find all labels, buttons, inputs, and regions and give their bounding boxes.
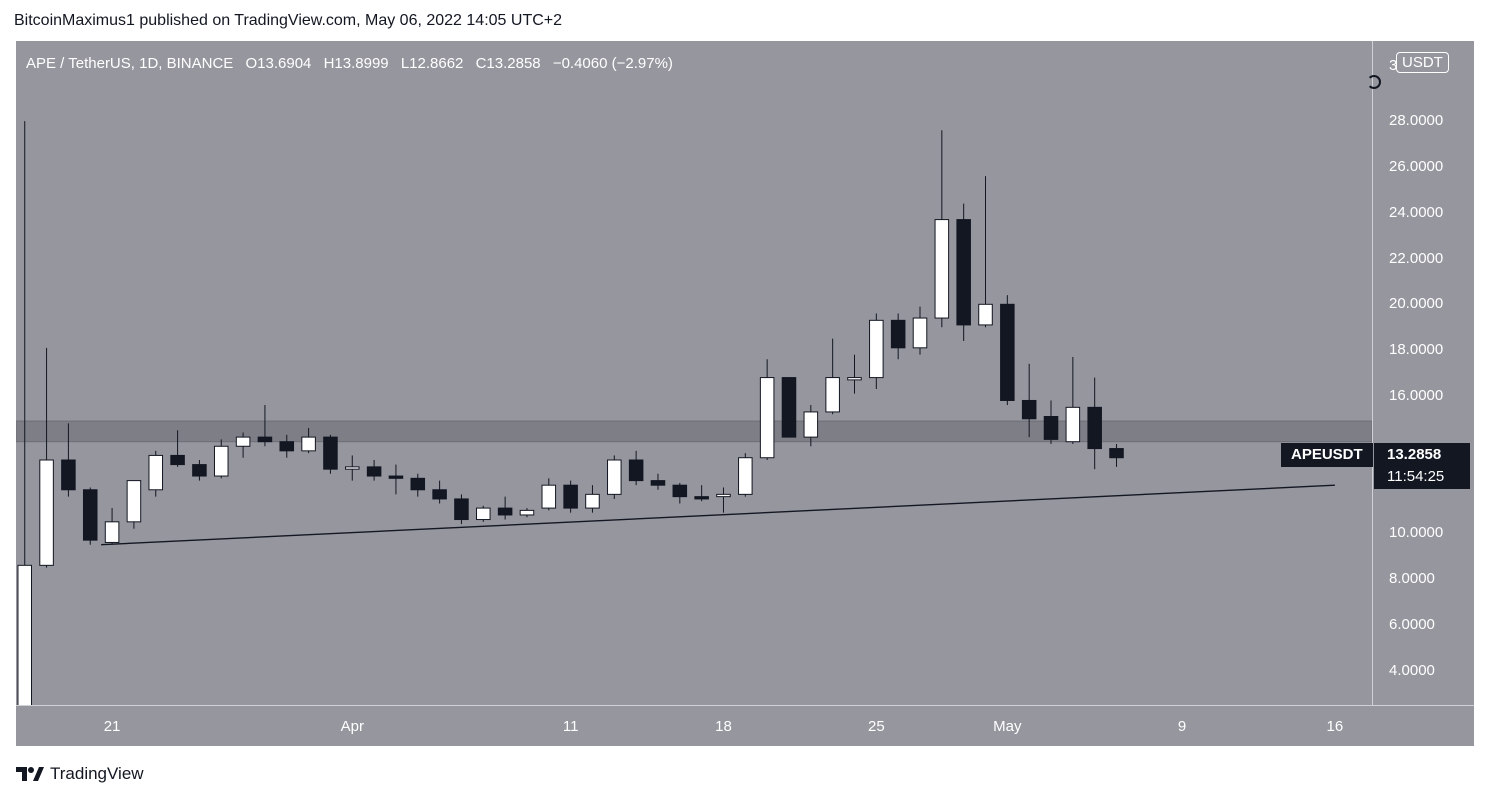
clock-icon	[1367, 75, 1381, 89]
candle-body-down	[323, 436, 338, 470]
candle-body-up	[1065, 406, 1081, 443]
candle-body-up	[585, 493, 600, 509]
price-tick-label: 20.0000	[1389, 295, 1444, 313]
time-tick-label: 16	[1326, 718, 1344, 735]
price-tick-label: 22.0000	[1389, 249, 1444, 267]
candle-body-down	[432, 489, 447, 500]
legend-close-label: C	[475, 55, 487, 72]
publication-header: BitcoinMaximus1 published on TradingView…	[14, 12, 563, 29]
currency-unit-badge[interactable]: USDT	[1396, 52, 1449, 73]
candle-body-up	[978, 303, 993, 326]
price-tick-label: 18.0000	[1389, 341, 1444, 359]
time-tick-label: 18	[715, 718, 732, 735]
chart-legend: APE / TetherUS, 1D, BINANCE O13.6904 H13…	[26, 55, 673, 72]
candle-body-up	[738, 457, 753, 495]
candle-body-up	[803, 411, 819, 438]
candle-body-down	[279, 441, 295, 452]
candle-body-down	[170, 454, 185, 466]
candlestick-plot[interactable]	[16, 41, 1372, 705]
candle-body-up	[847, 377, 862, 381]
legend-low-value: 12.8662	[409, 55, 464, 72]
candle-body-down	[82, 489, 98, 541]
candle-body-down	[563, 484, 578, 509]
candle-body-up	[716, 493, 731, 498]
candle-body-up	[869, 319, 884, 379]
time-axis[interactable]: 21 Apr 11 18 25 May 9 16	[16, 705, 1474, 746]
candle-body-down	[454, 498, 469, 521]
price-tick-label: 6.0000	[1389, 615, 1435, 633]
candle-body-up	[235, 436, 251, 447]
price-tick-label: 4.0000	[1389, 661, 1435, 679]
legend-open-label: O	[245, 55, 258, 72]
price-tick-label: 16.0000	[1389, 386, 1444, 404]
candle-body-down	[497, 507, 513, 516]
candle-body-down	[388, 475, 404, 479]
candle-body-down	[956, 219, 971, 326]
candle-body-down	[366, 466, 382, 477]
candle-body-up	[213, 445, 229, 477]
bar-countdown: 11:54:25	[1387, 468, 1445, 485]
price-tick-label: 10.0000	[1389, 524, 1444, 542]
price-tick-label: 28.0000	[1389, 112, 1444, 130]
candle-body-down	[1000, 303, 1015, 401]
time-tick-label: 21	[103, 718, 121, 735]
price-axis[interactable]: 3 4.0000 6.0000 8.0000 10.0000 16.0000 18.000…	[1372, 41, 1474, 705]
candle-body-down	[781, 377, 797, 438]
candle-body-down	[61, 459, 76, 491]
candle-body-down	[192, 464, 207, 477]
legend-symbol: APE / TetherUS, 1D, BINANCE	[26, 55, 234, 72]
candle-body-up	[104, 521, 120, 543]
candle-body-up	[934, 219, 950, 319]
chart-frame[interactable]: APE / TetherUS, 1D, BINANCE O13.6904 H13…	[16, 41, 1474, 746]
footer-brand-name: TradingView	[50, 764, 144, 783]
tradingview-logo-icon	[16, 767, 44, 781]
legend-high-label: H	[323, 55, 335, 72]
candle-body-down	[890, 319, 906, 349]
candle-body-down	[1043, 416, 1059, 440]
candle-body-up	[759, 377, 775, 459]
time-tick-label: 9	[1177, 718, 1187, 735]
legend-change: −0.4060 (−2.97%)	[552, 55, 673, 72]
time-tick-label: Apr	[340, 718, 364, 735]
candle-body-down	[672, 484, 688, 498]
current-price: 13.2858	[1387, 446, 1442, 463]
candle-body-up	[148, 454, 164, 491]
candle-body-down	[694, 496, 709, 500]
legend-high-value: 13.8999	[334, 55, 389, 72]
ascending-support-line	[101, 484, 1335, 546]
candle-body-up	[345, 466, 360, 470]
price-tick-label: 24.0000	[1389, 203, 1444, 221]
candle-body-down	[1087, 406, 1102, 450]
footer-branding[interactable]: TradingView	[16, 764, 144, 784]
candle-body-down	[410, 477, 426, 491]
symbol-price-tag: APEUSDT	[1281, 443, 1373, 467]
candle-body-down	[1109, 448, 1124, 459]
price-axis-clipped-tick: 3	[1389, 57, 1398, 74]
candle-body-down	[257, 436, 273, 443]
legend-close-value: 13.2858	[486, 55, 541, 72]
candle-body-up	[541, 484, 557, 509]
candle-body-down	[1021, 399, 1037, 420]
legend-open-value: 13.6904	[257, 55, 312, 72]
candle-body-up	[126, 480, 142, 523]
candle-body-up	[912, 317, 928, 349]
time-tick-label: May	[993, 718, 1022, 735]
candle-body-up	[39, 459, 54, 566]
price-tick-label: 8.0000	[1389, 570, 1435, 588]
legend-low-label: L	[400, 55, 410, 72]
candle-body-down	[628, 459, 644, 482]
candle-body-up	[476, 507, 491, 521]
resistance-zone	[16, 420, 1372, 443]
candle-body-up	[519, 509, 535, 516]
candle-body-down	[650, 480, 666, 486]
candle-body-up	[17, 564, 33, 705]
candle-body-up	[301, 436, 316, 452]
price-tick-label: 26.0000	[1389, 157, 1444, 175]
candle-body-up	[607, 459, 622, 495]
time-tick-label: 25	[867, 718, 885, 735]
candle-body-up	[825, 377, 840, 413]
time-tick-label: 11	[562, 718, 579, 735]
current-price-tag: 13.2858 11:54:25	[1374, 443, 1470, 489]
